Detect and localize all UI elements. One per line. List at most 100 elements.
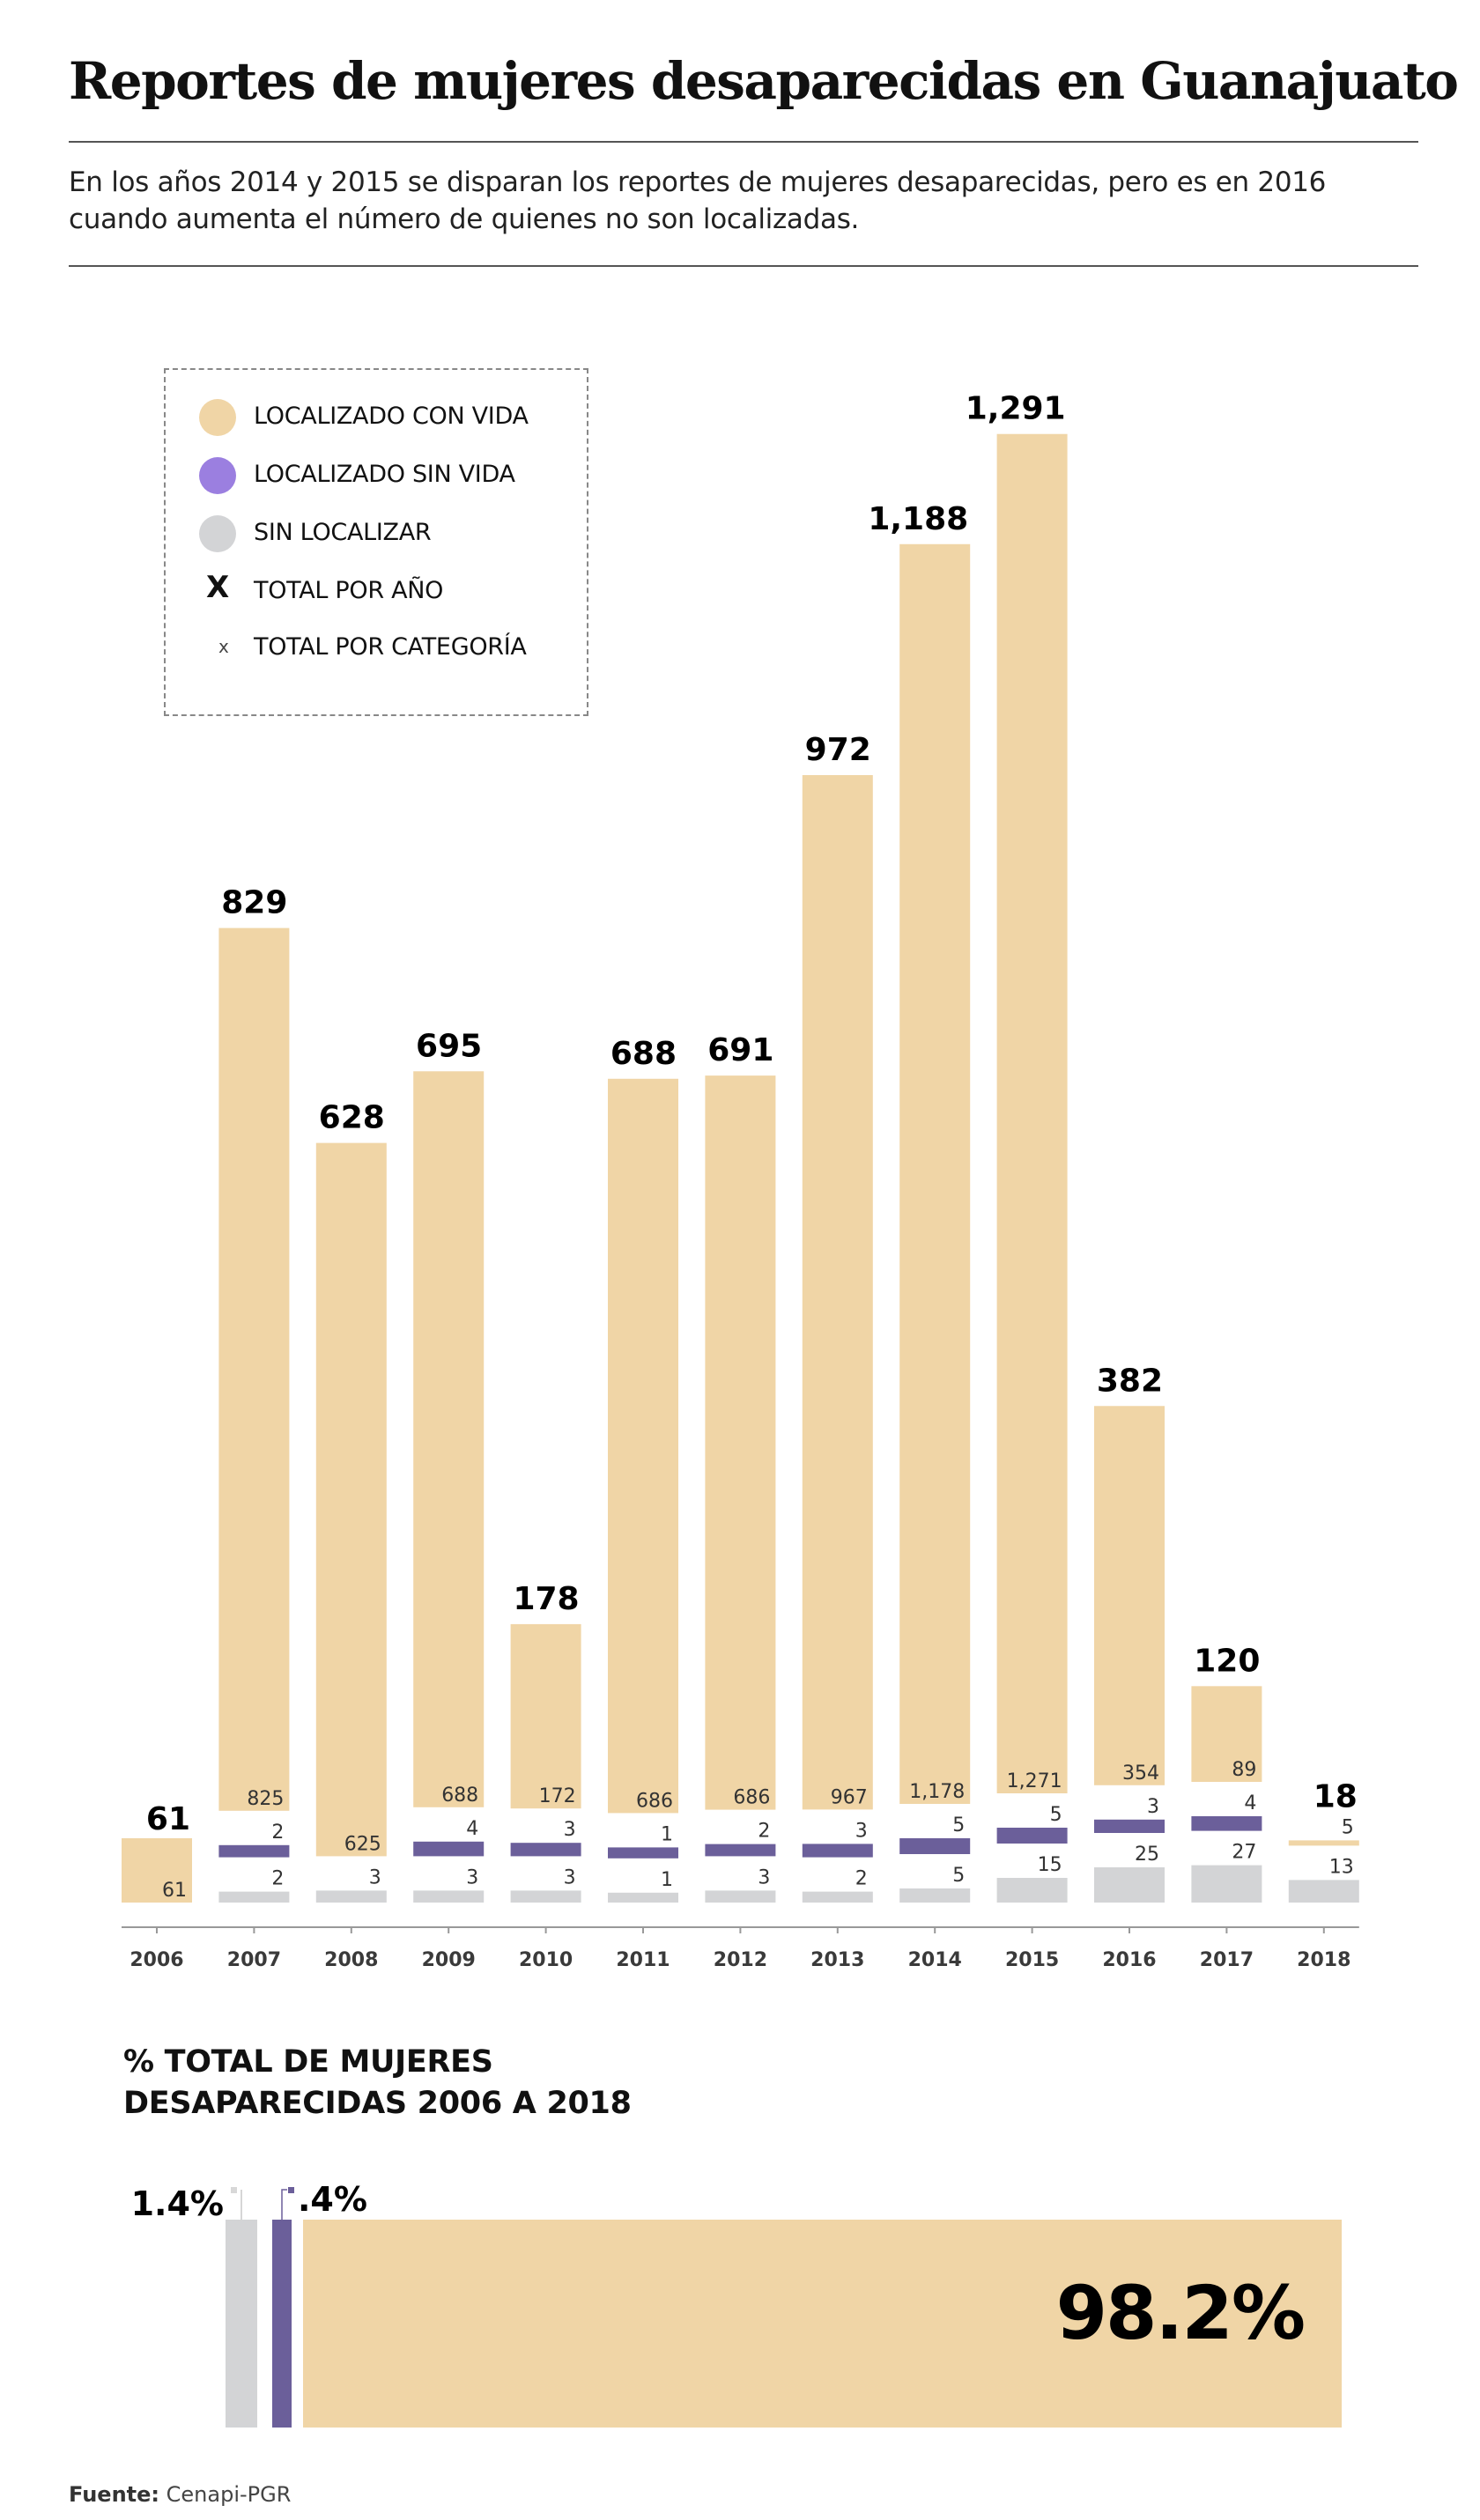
pct-label-sin-vida: .4% bbox=[298, 2184, 367, 2219]
bar-total-label: 691 bbox=[707, 1032, 773, 1068]
x-bold-icon: X bbox=[206, 570, 230, 605]
bar-label-sin-localizar: 25 bbox=[1135, 1844, 1159, 1866]
bar-label-sin-vida: 2 bbox=[758, 1821, 770, 1843]
bar-label-con-vida: 172 bbox=[539, 1785, 576, 1807]
bar-total-label: 1,188 bbox=[868, 501, 968, 537]
bar-sin-vida bbox=[996, 1828, 1068, 1844]
bar-sin-localizar bbox=[218, 1891, 290, 1903]
bar-label-sin-vida: 4 bbox=[466, 1818, 478, 1840]
pct-label-con-vida: 98.2% bbox=[1056, 2270, 1304, 2356]
bar-total-label: 61 bbox=[146, 1801, 190, 1837]
bar-sin-vida bbox=[802, 1844, 873, 1858]
bar-label-con-vida: 61 bbox=[162, 1880, 187, 1902]
bar-label-sin-localizar: 13 bbox=[1329, 1856, 1354, 1878]
x-tick-label: 2010 bbox=[519, 1949, 573, 1971]
x-tick-label: 2007 bbox=[227, 1949, 281, 1971]
x-tick-label: 2009 bbox=[422, 1949, 476, 1971]
bar-sin-localizar bbox=[315, 1890, 387, 1903]
pct-marker-sin-localizar bbox=[231, 2187, 237, 2193]
page-subtitle: En los años 2014 y 2015 se disparan los … bbox=[69, 166, 1327, 235]
bar-sin-localizar bbox=[1191, 1865, 1262, 1903]
bar-label-sin-localizar: 3 bbox=[369, 1866, 381, 1888]
bar-label-con-vida: 1,271 bbox=[1007, 1770, 1062, 1792]
bar-label-sin-localizar: 5 bbox=[952, 1865, 965, 1887]
bar-label-sin-vida: 4 bbox=[1244, 1792, 1256, 1814]
legend-label: TOTAL POR CATEGORÍA bbox=[254, 633, 527, 661]
bar-label-con-vida: 625 bbox=[344, 1833, 381, 1855]
percent-bar-chart: 1.4% .4% 98.2% bbox=[131, 2184, 1342, 2428]
pct-bar-sin-vida bbox=[272, 2220, 292, 2428]
bar-label-con-vida: 688 bbox=[441, 1785, 478, 1807]
bar-sin-localizar bbox=[996, 1878, 1068, 1903]
bar-sin-localizar bbox=[899, 1888, 971, 1903]
legend-label: LOCALIZADO CON VIDA bbox=[254, 403, 529, 430]
bar-sin-vida bbox=[413, 1841, 485, 1857]
pct-marker-sin-vida bbox=[288, 2187, 294, 2193]
bar-total-label: 382 bbox=[1097, 1363, 1163, 1399]
x-tick-label: 2012 bbox=[714, 1949, 767, 1971]
bar-label-sin-localizar: 3 bbox=[466, 1866, 478, 1888]
bar-con-vida bbox=[1191, 1686, 1262, 1782]
x-tick-label: 2013 bbox=[810, 1949, 864, 1971]
legend-label: LOCALIZADO SIN VIDA bbox=[254, 461, 515, 488]
percent-section-title: % TOTAL DE MUJERES DESAPARECIDAS 2006 A … bbox=[123, 2042, 632, 2125]
legend-label: SIN LOCALIZAR bbox=[254, 519, 432, 546]
bar-con-vida bbox=[1288, 1840, 1359, 1846]
bar-con-vida bbox=[510, 1623, 581, 1809]
bar-sin-localizar bbox=[510, 1890, 581, 1903]
pct-bar-sin-localizar bbox=[226, 2220, 257, 2428]
bar-sin-vida bbox=[608, 1847, 678, 1859]
bar-label-sin-vida: 5 bbox=[952, 1814, 965, 1836]
bar-con-vida bbox=[413, 1071, 485, 1807]
bar-sin-localizar bbox=[705, 1890, 776, 1903]
circle-tan-icon bbox=[199, 399, 236, 436]
bar-sin-vida bbox=[1191, 1816, 1262, 1831]
circle-purple-icon bbox=[199, 457, 236, 494]
bar-con-vida bbox=[218, 927, 290, 1811]
bar-label-sin-localizar: 27 bbox=[1232, 1842, 1256, 1864]
source-label: Fuente: bbox=[69, 2482, 159, 2507]
title-divider bbox=[69, 141, 1418, 143]
bar-label-sin-localizar: 15 bbox=[1038, 1854, 1062, 1876]
bar-sin-localizar bbox=[1094, 1867, 1165, 1903]
x-tick-label: 2006 bbox=[130, 1949, 183, 1971]
x-tick-label: 2011 bbox=[616, 1949, 670, 1971]
bar-label-con-vida: 89 bbox=[1232, 1759, 1256, 1781]
x-tick-label: 2018 bbox=[1297, 1949, 1350, 1971]
bar-label-sin-vida: 3 bbox=[1147, 1796, 1159, 1818]
bar-total-label: 628 bbox=[319, 1100, 385, 1136]
bar-label-con-vida: 354 bbox=[1122, 1763, 1159, 1785]
bar-sin-localizar bbox=[413, 1890, 485, 1903]
bar-label-sin-vida: 2 bbox=[271, 1822, 284, 1844]
pct-leader-sin-vida bbox=[281, 2189, 287, 2220]
bar-sin-vida bbox=[899, 1838, 971, 1854]
bar-con-vida bbox=[122, 1838, 192, 1903]
page-title: Reportes de mujeres desaparecidas en Gua… bbox=[69, 51, 1459, 111]
bar-total-label: 972 bbox=[805, 732, 871, 768]
bar-total-label: 178 bbox=[513, 1581, 579, 1617]
bar-label-sin-vida: 3 bbox=[855, 1820, 868, 1842]
bar-label-sin-vida: 3 bbox=[564, 1819, 576, 1841]
source-value: Cenapi-PGR bbox=[166, 2482, 292, 2507]
bar-con-vida bbox=[705, 1075, 776, 1810]
bar-sin-vida bbox=[218, 1844, 290, 1858]
bar-label-con-vida: 967 bbox=[831, 1786, 868, 1808]
source-note: Fuente: Cenapi-PGR bbox=[69, 2482, 291, 2507]
pct-bar-con-vida bbox=[303, 2220, 1342, 2428]
bar-label-sin-localizar: 3 bbox=[564, 1866, 576, 1888]
subtitle-divider bbox=[69, 265, 1418, 267]
bar-sin-vida bbox=[1094, 1819, 1165, 1833]
bar-sin-vida bbox=[705, 1844, 776, 1857]
bar-total-label: 688 bbox=[610, 1036, 677, 1072]
percent-title-line1: % TOTAL DE MUJERES bbox=[123, 2044, 493, 2080]
main-bar-chart: 2006 61 61 2007 2 2 825 829 2008 3 625 628 2009 3 4 688… bbox=[122, 391, 1359, 1971]
bar-con-vida bbox=[802, 774, 873, 1810]
legend-label: TOTAL POR AÑO bbox=[254, 577, 444, 604]
bar-con-vida bbox=[996, 433, 1068, 1793]
bar-con-vida bbox=[315, 1142, 387, 1857]
pct-label-sin-localizar: 1.4% bbox=[131, 2184, 224, 2223]
bar-label-sin-localizar: 2 bbox=[271, 1868, 284, 1890]
x-tick-label: 2015 bbox=[1005, 1949, 1059, 1971]
bar-con-vida bbox=[608, 1078, 678, 1814]
bar-label-con-vida: 5 bbox=[1342, 1816, 1354, 1838]
